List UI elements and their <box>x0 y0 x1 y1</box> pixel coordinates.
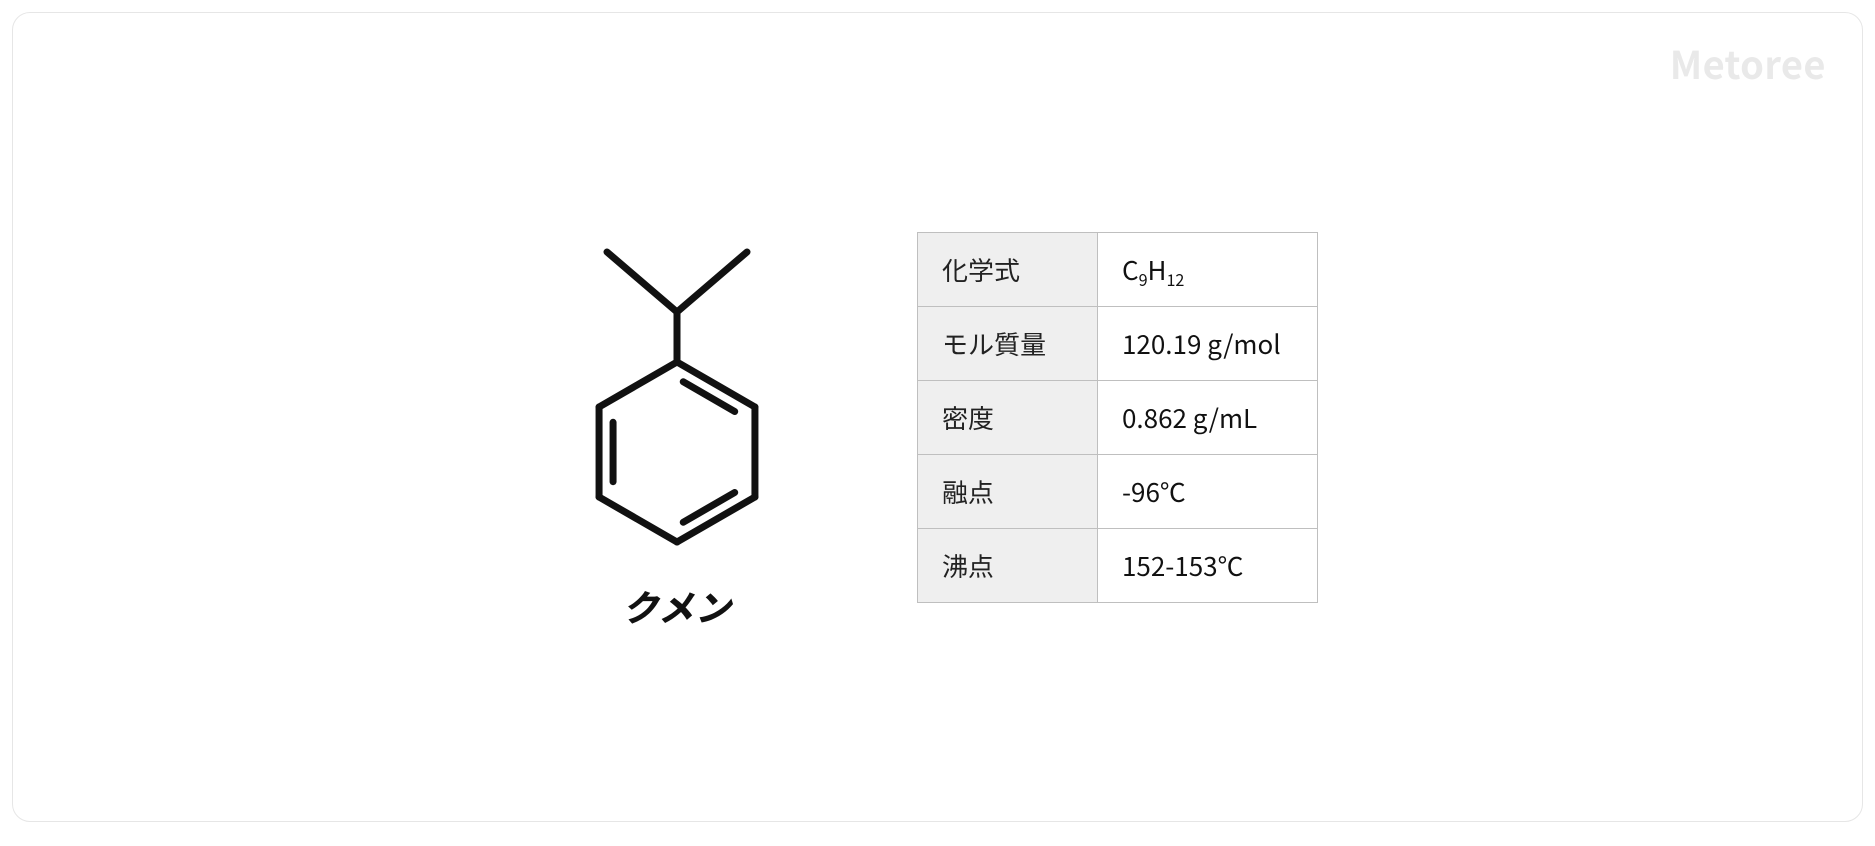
figure-content-row: クメン 化学式C9H12モル質量120.19 g/mol密度0.862 g/mL… <box>13 13 1862 821</box>
property-value: 152-153℃ <box>1098 528 1318 602</box>
compound-name-label: クメン <box>622 580 732 632</box>
properties-table: 化学式C9H12モル質量120.19 g/mol密度0.862 g/mL融点-9… <box>917 232 1318 603</box>
table-row: 化学式C9H12 <box>918 232 1318 306</box>
figure-card: Metoree クメン 化学式C9H12モル質量120.19 g/mol密度0.… <box>12 12 1863 822</box>
table-row: 融点-96℃ <box>918 454 1318 528</box>
cumene-structure-svg <box>557 202 797 562</box>
property-key: 融点 <box>918 454 1098 528</box>
property-key: 化学式 <box>918 232 1098 306</box>
table-row: 沸点152-153℃ <box>918 528 1318 602</box>
molecule-block: クメン <box>557 202 797 632</box>
property-key: モル質量 <box>918 306 1098 380</box>
property-value: C9H12 <box>1098 232 1318 306</box>
property-value: 0.862 g/mL <box>1098 380 1318 454</box>
property-key: 沸点 <box>918 528 1098 602</box>
property-value: 120.19 g/mol <box>1098 306 1318 380</box>
table-row: モル質量120.19 g/mol <box>918 306 1318 380</box>
property-value: -96℃ <box>1098 454 1318 528</box>
property-key: 密度 <box>918 380 1098 454</box>
table-row: 密度0.862 g/mL <box>918 380 1318 454</box>
